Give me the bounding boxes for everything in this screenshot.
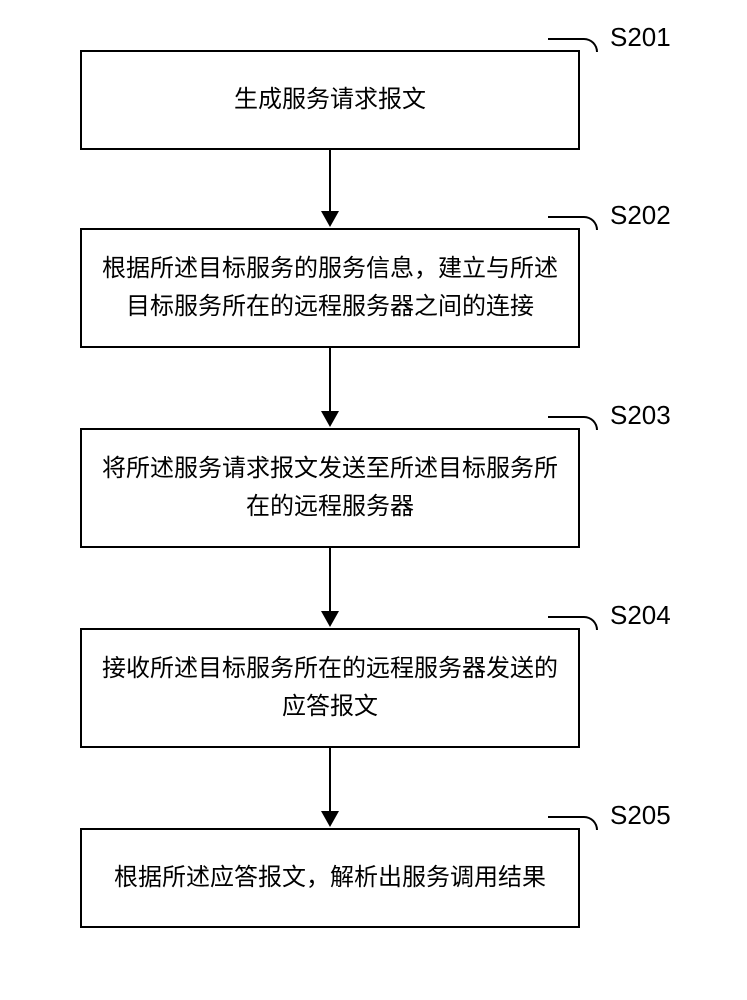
arrow-head-icon — [321, 211, 339, 227]
node-text: 根据所述目标服务的服务信息，建立与所述目标服务所在的远程服务器之间的连接 — [102, 250, 558, 327]
flowchart-node-s201: 生成服务请求报文 — [80, 50, 580, 150]
flowchart-node-s204: 接收所述目标服务所在的远程服务器发送的应答报文 — [80, 628, 580, 748]
arrow-head-icon — [321, 811, 339, 827]
flowchart-node-s205: 根据所述应答报文，解析出服务调用结果 — [80, 828, 580, 928]
flowchart-arrow — [321, 348, 339, 427]
flowchart-container: 生成服务请求报文 S201 根据所述目标服务的服务信息，建立与所述目标服务所在的… — [0, 0, 747, 1000]
flowchart-arrow — [321, 150, 339, 227]
label-connector — [548, 616, 598, 630]
arrow-line — [329, 348, 331, 412]
node-label-s203: S203 — [610, 400, 671, 431]
flowchart-node-s202: 根据所述目标服务的服务信息，建立与所述目标服务所在的远程服务器之间的连接 — [80, 228, 580, 348]
node-text: 生成服务请求报文 — [234, 81, 426, 119]
label-connector — [548, 216, 598, 230]
arrow-line — [329, 548, 331, 612]
arrow-line — [329, 748, 331, 812]
arrow-head-icon — [321, 611, 339, 627]
label-connector — [548, 416, 598, 430]
flowchart-arrow — [321, 748, 339, 827]
node-text: 根据所述应答报文，解析出服务调用结果 — [114, 859, 546, 897]
flowchart-arrow — [321, 548, 339, 627]
node-label-s201: S201 — [610, 22, 671, 53]
node-label-s202: S202 — [610, 200, 671, 231]
label-connector — [548, 816, 598, 830]
node-label-s204: S204 — [610, 600, 671, 631]
node-text: 将所述服务请求报文发送至所述目标服务所在的远程服务器 — [102, 450, 558, 527]
node-text: 接收所述目标服务所在的远程服务器发送的应答报文 — [102, 650, 558, 727]
flowchart-node-s203: 将所述服务请求报文发送至所述目标服务所在的远程服务器 — [80, 428, 580, 548]
label-connector — [548, 38, 598, 52]
arrow-line — [329, 150, 331, 212]
node-label-s205: S205 — [610, 800, 671, 831]
arrow-head-icon — [321, 411, 339, 427]
